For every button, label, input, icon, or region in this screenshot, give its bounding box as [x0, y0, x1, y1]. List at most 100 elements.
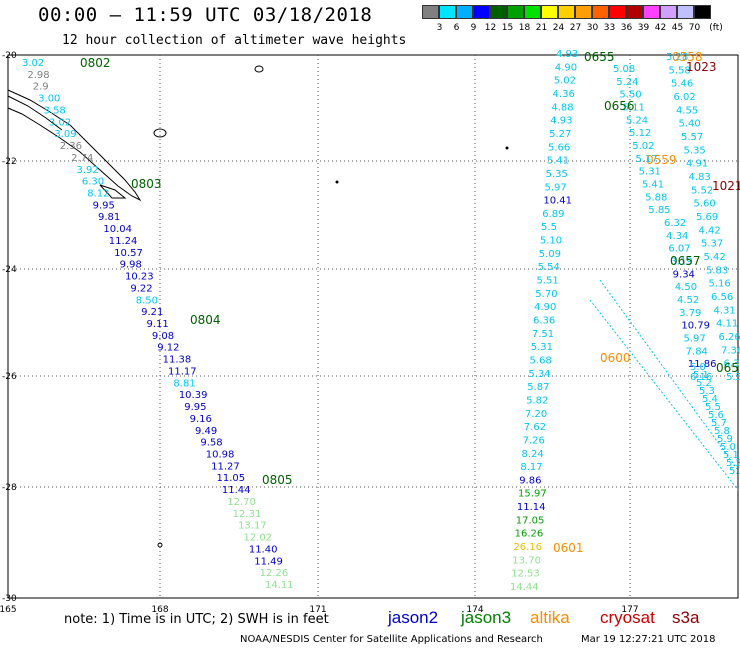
coastline [7, 89, 142, 202]
wave-height-value: 5.6 [708, 410, 724, 421]
wave-height-value: 5.42 [704, 252, 726, 263]
time-label: 0805 [262, 473, 293, 487]
wave-height-value: 9.22 [130, 283, 152, 294]
color-scale-swatch [490, 5, 507, 19]
wave-height-value: 11.49 [254, 556, 283, 567]
wave-height-value: 4.93 [556, 49, 578, 60]
wave-height-value: 4.91 [686, 159, 708, 170]
wave-height-value: 11.05 [217, 473, 246, 484]
color-scale-swatch [558, 5, 575, 19]
color-scale-label: 33 [603, 23, 616, 33]
wave-height-value: 11.86 [688, 359, 717, 370]
color-scale-swatch [456, 5, 473, 19]
wave-height-value: 4.83 [689, 172, 711, 183]
island [254, 65, 264, 73]
wave-height-value: 9.16 [190, 414, 212, 425]
time-label: 1023 [686, 60, 717, 74]
wave-height-value: 8.50 [136, 295, 158, 306]
swath-track [589, 299, 739, 491]
wave-height-value: 4.34 [666, 231, 688, 242]
wave-height-value: 5.66 [548, 142, 570, 153]
island [99, 184, 127, 199]
y-tick-label: -24 [2, 265, 17, 275]
wave-height-value: 26.16 [513, 542, 542, 553]
wave-height-value: 14.11 [265, 580, 294, 591]
wave-height-value: 11.27 [211, 461, 240, 472]
wave-height-value: 3.92 [76, 165, 98, 176]
units-note: note: 1) Time is in UTC; 2) SWH is in fe… [64, 612, 329, 627]
wave-height-value: 5.58 [669, 65, 691, 76]
time-label: 0601 [553, 541, 584, 555]
wave-height-value: 9.34 [673, 269, 695, 280]
color-scale-swatch [609, 5, 626, 19]
wave-height-value: 5.35 [546, 169, 568, 180]
wave-height-value: 6.02 [674, 92, 696, 103]
wave-height-value: 13.17 [238, 521, 267, 532]
wave-height-value: 4.90 [534, 302, 556, 313]
color-scale-label: 9 [470, 23, 477, 33]
color-scale-label: 15 [501, 23, 514, 33]
map-frame [7, 54, 739, 599]
wave-height-value: 5.41 [642, 180, 664, 191]
wave-height-value: 3.02 [22, 58, 44, 69]
color-scale-label: 18 [518, 23, 531, 33]
color-scale-swatch [694, 5, 711, 19]
wave-height-value: 7.20 [525, 409, 547, 420]
wave-height-value: 5.2 [726, 458, 740, 469]
time-label: 1021 [712, 179, 740, 193]
y-tick-label: -30 [2, 594, 17, 604]
island [505, 146, 509, 150]
legend-altika: altika [530, 608, 570, 627]
wave-height-value: 12.02 [243, 533, 272, 544]
wave-height-value: 5.28 [666, 52, 688, 63]
color-scale-swatch [575, 5, 592, 19]
wave-height-value: 5.35 [684, 145, 706, 156]
wave-height-value: 5.69 [696, 212, 718, 223]
wave-height-value: 9.12 [157, 343, 179, 354]
wave-height-value: 3.00 [38, 94, 60, 105]
color-scale-swatch [473, 5, 490, 19]
wave-height-value: 5.02 [554, 76, 576, 87]
wave-height-value: 3.79 [679, 308, 701, 319]
wave-height-value: 3.09 [54, 129, 76, 140]
time-label: 0802 [80, 56, 111, 70]
wave-height-value: 9.95 [93, 200, 115, 211]
wave-height-value: 5.70 [535, 289, 557, 300]
wave-height-value: 5.0 [720, 442, 736, 453]
wave-height-value: 5.51 [536, 276, 558, 287]
wave-height-value: 11.17 [168, 366, 197, 377]
wave-height-value: 6.89 [542, 209, 564, 220]
color-scale-unit: (ft) [709, 23, 723, 33]
time-label: 0600 [600, 351, 631, 365]
wave-height-value: 2.74 [71, 153, 93, 164]
wave-height-value: 5.87 [527, 382, 549, 393]
wave-height-value: 9.86 [519, 475, 541, 486]
wave-height-value: 12.31 [233, 509, 262, 520]
color-scale-swatch [524, 5, 541, 19]
wave-height-value: 10.04 [103, 224, 132, 235]
color-scale-label: 42 [654, 23, 667, 33]
wave-height-value: 11.40 [249, 544, 278, 555]
color-scale-label: 39 [637, 23, 650, 33]
wave-height-value: 12.70 [227, 497, 256, 508]
x-tick-label: 165 [0, 605, 17, 615]
wave-height-value: 5.83 [706, 265, 728, 276]
wave-height-value: 5.11 [623, 103, 645, 114]
wave-height-value: 6.32 [664, 218, 686, 229]
wave-height-value: 17.05 [516, 515, 545, 526]
wave-height-value: 4.88 [551, 102, 573, 113]
y-tick-label: -26 [2, 372, 17, 382]
time-label: 0559 [646, 153, 677, 167]
wave-height-value: 6.35 [724, 359, 740, 370]
legend-cryosat: cryosat [600, 608, 655, 627]
wave-height-value: 7.51 [532, 329, 554, 340]
island [153, 128, 167, 138]
time-label: 0558 [672, 50, 703, 64]
wave-height-value: 12.53 [511, 569, 540, 580]
color-scale-swatch [660, 5, 677, 19]
wave-height-value: 10.57 [114, 248, 143, 259]
color-scale-swatch [626, 5, 643, 19]
wave-height-value: 9.98 [120, 260, 142, 271]
wave-height-value: 4.36 [553, 89, 575, 100]
